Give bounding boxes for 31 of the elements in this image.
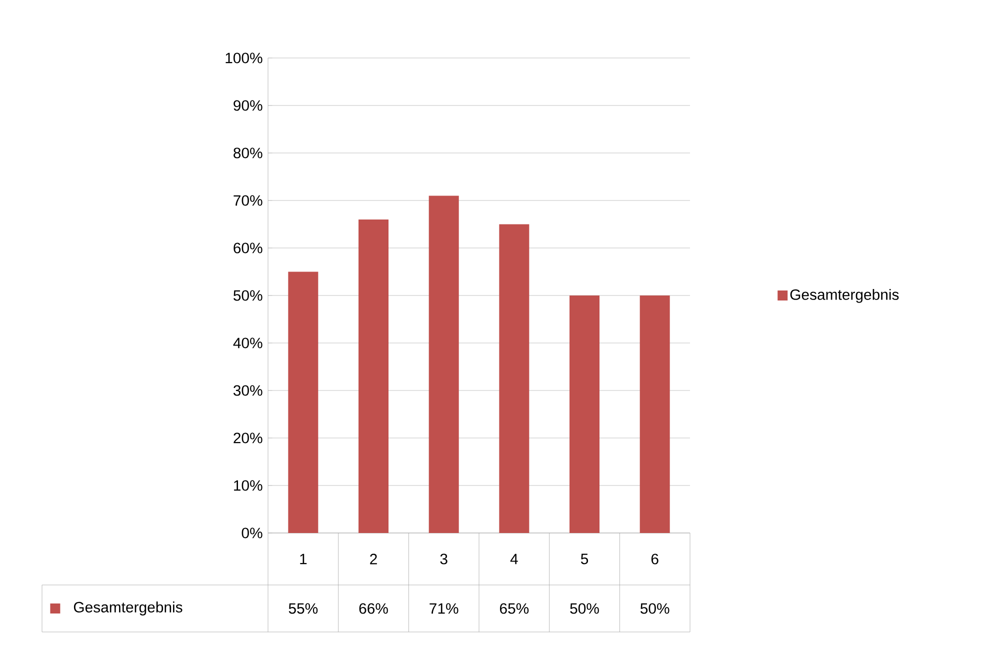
y-tick-label: 30% bbox=[233, 385, 262, 396]
bar bbox=[640, 295, 670, 533]
bar bbox=[358, 219, 389, 533]
y-tick-label: 40% bbox=[233, 338, 262, 348]
x-tick-label: 3 bbox=[440, 554, 448, 564]
y-tick-label: 80% bbox=[234, 148, 262, 158]
data-label: 50% bbox=[640, 603, 670, 614]
data-label: 55% bbox=[288, 603, 318, 614]
bar bbox=[428, 196, 459, 533]
bar bbox=[570, 295, 600, 533]
data-label: 65% bbox=[500, 603, 529, 614]
data-label: 66% bbox=[359, 603, 388, 614]
y-tick-label: 100% bbox=[226, 52, 262, 64]
bar bbox=[288, 272, 318, 533]
x-tick-label: 2 bbox=[370, 554, 377, 564]
bar bbox=[499, 224, 530, 533]
y-tick-label: 10% bbox=[234, 480, 262, 491]
y-tick-label: 20% bbox=[234, 432, 262, 444]
x-tick-label: 4 bbox=[510, 554, 518, 564]
data-label: 50% bbox=[570, 603, 599, 614]
y-tick-label: 60% bbox=[234, 242, 262, 254]
data-label: 71% bbox=[430, 603, 458, 614]
y-tick-label: 50% bbox=[234, 290, 262, 301]
x-tick-label: 5 bbox=[580, 554, 588, 564]
x-tick-label: 1 bbox=[300, 554, 307, 564]
y-tick-label: 90% bbox=[234, 100, 262, 111]
legend-label: Gesamtergebnis bbox=[790, 288, 899, 303]
x-tick-label: 6 bbox=[651, 554, 658, 564]
y-tick-label: 0% bbox=[242, 528, 262, 538]
text: Gesamtergebnis bbox=[74, 602, 182, 616]
y-tick-label: 70% bbox=[234, 195, 262, 206]
